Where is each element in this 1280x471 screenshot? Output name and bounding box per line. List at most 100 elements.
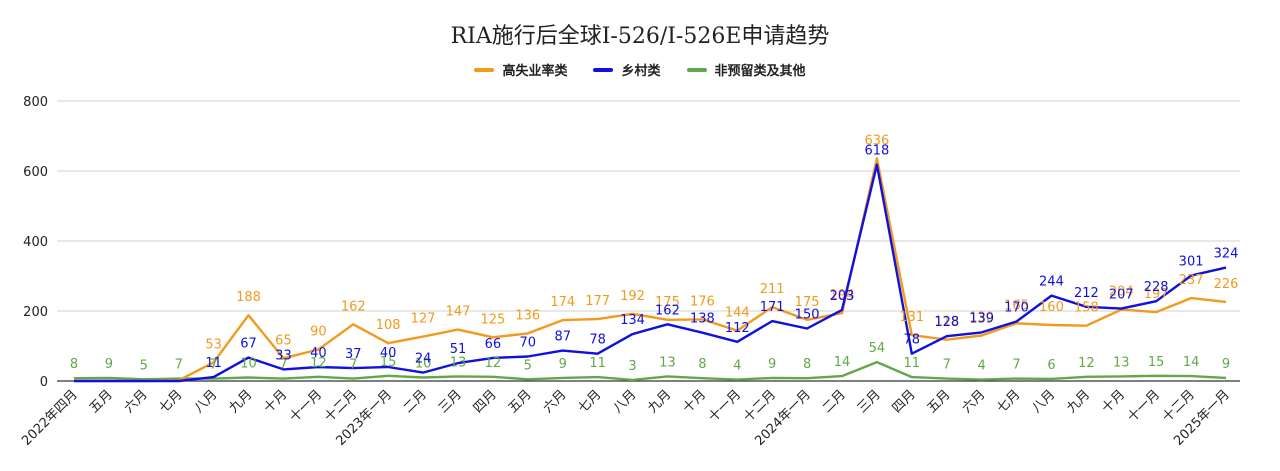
data-label: 12 [1078,356,1095,371]
data-label: 127 [411,312,436,327]
series-line-1 [74,163,1227,383]
x-tick-label: 二月 [820,387,849,416]
data-label: 237 [1179,273,1204,288]
series-line-2 [73,360,1227,382]
chart-legend: 高失业率类 乡村类 非预留类及其他 [0,60,1280,79]
data-label: 197 [1144,287,1169,302]
data-label: 175 [795,295,820,310]
x-tick-label: 八月 [1029,387,1058,416]
x-tick-label: 十一月 [287,387,325,425]
data-label: 90 [310,325,327,340]
legend-swatch-unreserved [686,67,707,72]
data-label: 7 [175,358,183,373]
data-label: 188 [236,290,261,305]
data-label: 636 [864,133,889,148]
data-label: 78 [589,333,606,348]
y-tick-label: 400 [23,235,48,250]
data-label: 13 [1113,355,1130,370]
chart-title: RIA施行后全球I-526/I-526E申请趋势 [450,24,830,49]
data-label: 150 [795,308,820,323]
data-label: 14 [1183,355,1200,370]
data-label: 324 [1214,247,1239,262]
data-label: 204 [1109,285,1134,300]
data-label: 147 [446,305,471,320]
data-label: 118 [934,315,959,330]
data-label: 130 [969,311,994,326]
data-label: 13 [659,355,676,370]
data-label: 12 [310,356,327,371]
legend-swatch-rural [593,67,614,72]
data-label: 226 [1214,277,1239,292]
x-tick-label: 2022年四月 [19,387,81,449]
data-label: 24 [415,352,432,367]
x-tick-label: 五月 [506,387,535,416]
x-tick-label: 七月 [157,387,186,416]
data-label: 15 [1148,355,1165,370]
data-label: 37 [345,347,362,362]
data-label: 15 [380,355,397,370]
data-label: 139 [969,311,994,326]
data-label: 9 [768,357,776,372]
data-label: 203 [830,289,855,304]
x-tick-label: 七月 [994,387,1023,416]
x-tick-label: 六月 [541,387,570,416]
data-label: 3 [628,359,636,374]
x-tick-label: 五月 [925,387,954,416]
x-tick-label: 九月 [1064,387,1093,416]
data-label: 7 [279,358,287,373]
data-label: 7 [349,358,357,373]
data-label: 131 [899,310,924,325]
legend-item-unreserved[interactable]: 非预留类及其他 [686,60,806,79]
data-label: 136 [515,308,540,323]
data-label: 10 [415,357,432,372]
data-label: 14 [834,355,851,370]
legend-item-rural[interactable]: 乡村类 [593,60,661,79]
data-label: 40 [310,346,327,361]
data-label: 9 [1222,357,1230,372]
data-label: 53 [205,337,222,352]
series-line-0 [74,157,1227,383]
data-label: 194 [830,288,855,303]
data-label: 162 [655,303,680,318]
data-label: 177 [585,294,610,309]
data-label: 54 [869,341,886,356]
data-label: 165 [1004,298,1029,313]
data-label: 618 [864,144,889,159]
x-tick-label: 二月 [401,387,430,416]
data-label: 134 [620,313,645,328]
x-tick-label: 四月 [890,387,919,416]
data-label: 33 [275,348,292,363]
data-label: 10 [240,357,257,372]
x-tick-label: 五月 [87,387,116,416]
x-tick-label: 十一月 [706,387,744,425]
data-label: 8 [70,357,78,372]
data-label: 51 [450,342,467,357]
data-label: 162 [341,299,366,314]
data-label: 13 [450,355,467,370]
data-label: 70 [520,336,537,351]
data-label: 192 [620,289,645,304]
data-label: 11 [589,356,606,371]
data-label: 4 [733,359,741,374]
data-label: 207 [1109,288,1134,303]
data-label: 67 [240,337,257,352]
data-label: 40 [380,346,397,361]
data-label: 228 [1144,280,1169,295]
legend-label-rural: 乡村类 [621,64,661,79]
x-tick-label: 四月 [471,387,500,416]
data-label: 144 [725,306,750,321]
legend-item-high-unemployment[interactable]: 高失业率类 [474,60,567,79]
data-label: 4 [977,359,985,374]
x-tick-label: 三月 [855,387,884,416]
data-label: 9 [559,357,567,372]
x-tick-label: 八月 [610,387,639,416]
x-tick-label: 十月 [261,387,290,416]
data-label: 5 [140,358,148,373]
data-label: 212 [1074,286,1099,301]
data-label: 301 [1179,255,1204,270]
x-tick-label: 十月 [680,387,709,416]
x-tick-label: 六月 [122,387,151,416]
x-tick-label: 六月 [959,387,988,416]
x-tick-label: 十月 [1099,387,1128,416]
